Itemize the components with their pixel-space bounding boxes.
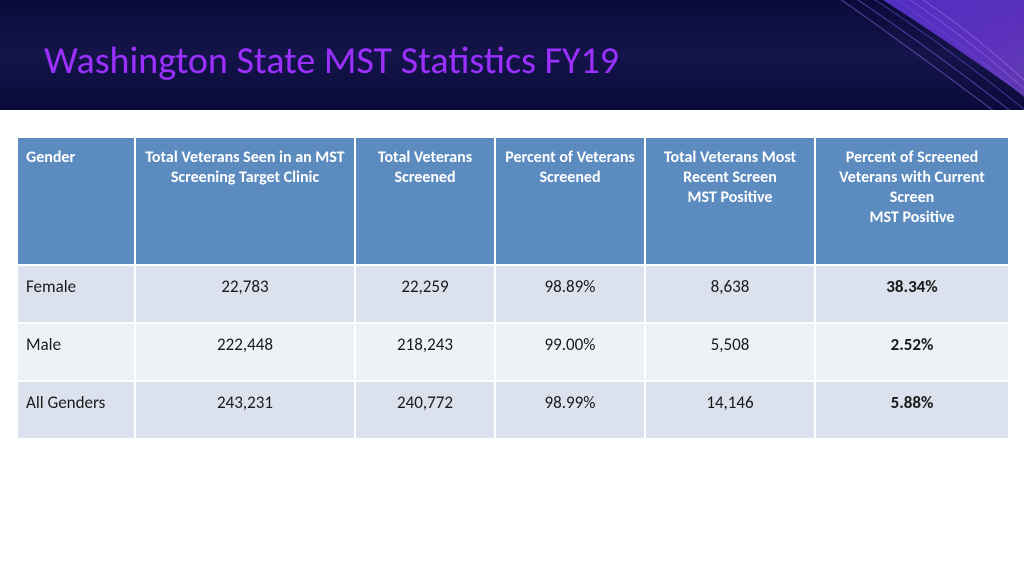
cell-total-screened: 218,243	[355, 323, 495, 381]
table-row: Male 222,448 218,243 99.00% 5,508 2.52%	[17, 323, 1009, 381]
cell-pct-screened: 99.00%	[495, 323, 645, 381]
cell-pct-positive: 5.88%	[815, 381, 1009, 439]
cell-positive: 14,146	[645, 381, 815, 439]
cell-pct-positive: 38.34%	[815, 265, 1009, 323]
cell-gender: Female	[17, 265, 135, 323]
cell-total-seen: 22,783	[135, 265, 355, 323]
cell-pct-screened: 98.99%	[495, 381, 645, 439]
mst-statistics-table: Gender Total Veterans Seen in an MST Scr…	[16, 136, 1010, 440]
col-header-total-screened: Total Veterans Screened	[355, 137, 495, 265]
cell-positive: 8,638	[645, 265, 815, 323]
col-header-pct-positive: Percent of Screened Veterans with Curren…	[815, 137, 1009, 265]
cell-gender: All Genders	[17, 381, 135, 439]
cell-pct-screened: 98.89%	[495, 265, 645, 323]
cell-positive: 5,508	[645, 323, 815, 381]
col-header-gender: Gender	[17, 137, 135, 265]
col-header-pct-screened: Percent of Veterans Screened	[495, 137, 645, 265]
page-title: Washington State MST Statistics FY19	[44, 38, 619, 84]
cell-total-seen: 243,231	[135, 381, 355, 439]
cell-gender: Male	[17, 323, 135, 381]
table-row: All Genders 243,231 240,772 98.99% 14,14…	[17, 381, 1009, 439]
slide-header: Washington State MST Statistics FY19	[0, 0, 1024, 110]
table-container: Gender Total Veterans Seen in an MST Scr…	[0, 110, 1024, 440]
cell-total-seen: 222,448	[135, 323, 355, 381]
cell-total-screened: 240,772	[355, 381, 495, 439]
cell-pct-positive: 2.52%	[815, 323, 1009, 381]
swoosh-decoration	[664, 0, 1024, 110]
col-header-positive: Total Veterans Most Recent ScreenMST Pos…	[645, 137, 815, 265]
table-header-row: Gender Total Veterans Seen in an MST Scr…	[17, 137, 1009, 265]
table-row: Female 22,783 22,259 98.89% 8,638 38.34%	[17, 265, 1009, 323]
cell-total-screened: 22,259	[355, 265, 495, 323]
col-header-total-seen: Total Veterans Seen in an MST Screening …	[135, 137, 355, 265]
